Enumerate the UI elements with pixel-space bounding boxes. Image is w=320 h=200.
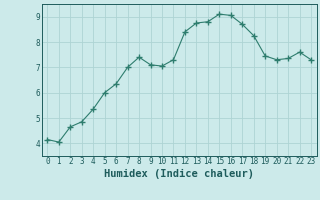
X-axis label: Humidex (Indice chaleur): Humidex (Indice chaleur): [104, 169, 254, 179]
